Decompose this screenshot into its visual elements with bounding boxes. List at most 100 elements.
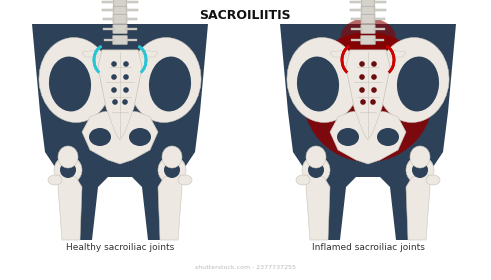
Bar	[351, 18, 362, 20]
Text: shutterstock.com · 2377737255: shutterstock.com · 2377737255	[194, 265, 296, 270]
Circle shape	[111, 87, 117, 93]
Bar	[102, 1, 114, 3]
Circle shape	[360, 99, 366, 105]
Circle shape	[371, 87, 377, 93]
Circle shape	[122, 99, 128, 105]
Ellipse shape	[377, 128, 399, 146]
Circle shape	[111, 74, 117, 80]
Circle shape	[371, 74, 377, 80]
Circle shape	[158, 156, 186, 184]
Bar	[350, 1, 362, 3]
FancyBboxPatch shape	[361, 0, 375, 6]
Circle shape	[406, 156, 434, 184]
Polygon shape	[346, 50, 390, 140]
Ellipse shape	[377, 38, 449, 122]
Polygon shape	[82, 50, 98, 57]
Bar	[352, 39, 361, 41]
Circle shape	[371, 61, 377, 67]
Polygon shape	[98, 50, 142, 140]
Circle shape	[302, 156, 330, 184]
Ellipse shape	[337, 128, 359, 146]
Polygon shape	[406, 174, 430, 240]
Bar	[127, 39, 136, 41]
Bar	[104, 39, 113, 41]
Circle shape	[371, 74, 377, 80]
Circle shape	[60, 162, 76, 178]
Bar	[374, 28, 385, 30]
Ellipse shape	[149, 57, 191, 111]
Ellipse shape	[49, 57, 91, 111]
Ellipse shape	[129, 128, 151, 146]
Bar	[375, 39, 384, 41]
FancyBboxPatch shape	[113, 24, 127, 34]
Circle shape	[371, 87, 377, 93]
Circle shape	[111, 74, 117, 80]
Bar	[103, 18, 114, 20]
Circle shape	[359, 87, 365, 93]
Ellipse shape	[58, 146, 78, 168]
Circle shape	[359, 87, 365, 93]
Circle shape	[359, 74, 365, 80]
Circle shape	[111, 87, 117, 93]
Ellipse shape	[162, 146, 182, 168]
Polygon shape	[82, 110, 158, 164]
Circle shape	[123, 61, 129, 67]
Ellipse shape	[303, 32, 433, 162]
Circle shape	[359, 61, 365, 67]
FancyBboxPatch shape	[113, 0, 127, 6]
FancyBboxPatch shape	[361, 5, 375, 15]
Bar	[126, 18, 137, 20]
Polygon shape	[98, 50, 142, 140]
Circle shape	[359, 74, 365, 80]
Ellipse shape	[129, 38, 201, 122]
Ellipse shape	[306, 146, 326, 168]
Ellipse shape	[410, 146, 430, 168]
Polygon shape	[346, 50, 390, 140]
Circle shape	[123, 74, 129, 80]
Ellipse shape	[89, 128, 111, 146]
Bar	[374, 18, 385, 20]
Ellipse shape	[297, 57, 339, 111]
FancyBboxPatch shape	[361, 36, 375, 45]
Bar	[351, 9, 362, 11]
Bar	[351, 28, 362, 30]
Circle shape	[111, 61, 117, 67]
Text: SACROILIITIS: SACROILIITIS	[199, 9, 291, 22]
Circle shape	[111, 61, 117, 67]
Ellipse shape	[39, 38, 111, 122]
FancyBboxPatch shape	[361, 24, 375, 34]
Ellipse shape	[178, 175, 192, 185]
Polygon shape	[390, 50, 406, 57]
Circle shape	[123, 61, 129, 67]
Polygon shape	[158, 174, 182, 240]
Bar	[103, 9, 114, 11]
Circle shape	[308, 162, 324, 178]
Bar	[374, 1, 386, 3]
Bar	[103, 28, 113, 30]
Circle shape	[123, 74, 129, 80]
Circle shape	[112, 99, 118, 105]
Polygon shape	[330, 110, 406, 164]
Circle shape	[122, 99, 128, 105]
Ellipse shape	[287, 38, 359, 122]
Circle shape	[112, 99, 118, 105]
Bar	[374, 9, 385, 11]
Polygon shape	[32, 24, 208, 240]
Polygon shape	[58, 174, 82, 240]
Text: Inflamed sacroiliac joints: Inflamed sacroiliac joints	[312, 244, 424, 253]
Polygon shape	[330, 50, 346, 57]
Circle shape	[371, 61, 377, 67]
Circle shape	[370, 99, 376, 105]
Circle shape	[360, 99, 366, 105]
FancyBboxPatch shape	[113, 36, 127, 45]
Ellipse shape	[48, 175, 62, 185]
Polygon shape	[306, 174, 330, 240]
Ellipse shape	[426, 175, 440, 185]
Bar	[126, 1, 138, 3]
Ellipse shape	[397, 57, 439, 111]
FancyBboxPatch shape	[361, 15, 375, 24]
Circle shape	[359, 61, 365, 67]
Circle shape	[370, 99, 376, 105]
Ellipse shape	[340, 18, 395, 56]
Polygon shape	[280, 24, 456, 240]
